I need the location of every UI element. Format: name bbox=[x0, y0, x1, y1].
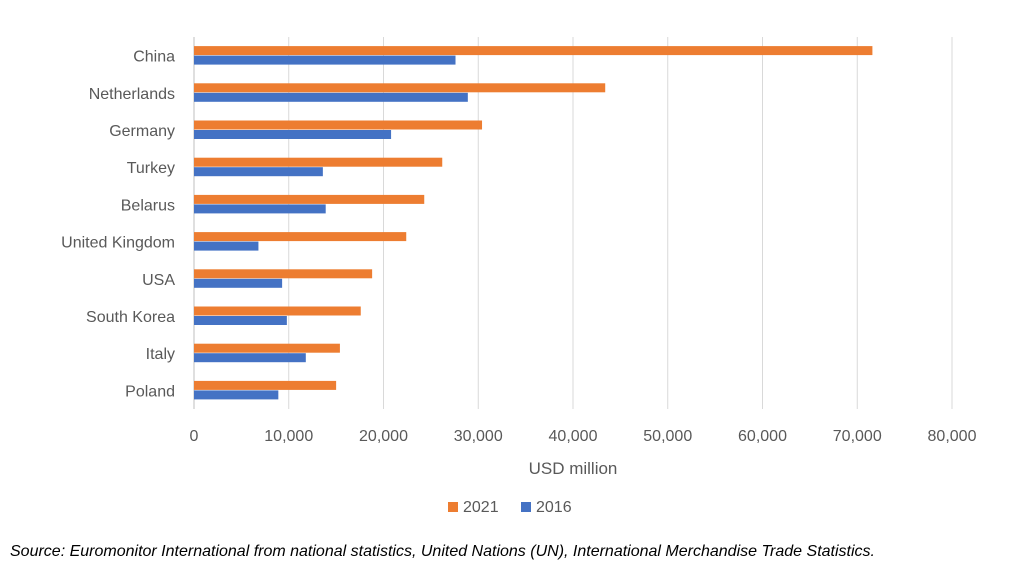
bar-2016-usa bbox=[194, 278, 283, 288]
x-tick-label: 0 bbox=[190, 428, 199, 445]
category-label: Turkey bbox=[127, 160, 175, 177]
bar-2016-germany bbox=[194, 130, 392, 139]
source-note: Source: Euromonitor International from n… bbox=[10, 543, 875, 560]
category-label: USA bbox=[142, 272, 175, 289]
category-label: Belarus bbox=[121, 197, 175, 214]
category-label: Poland bbox=[125, 383, 175, 400]
bar-2016-belarus bbox=[194, 204, 326, 214]
category-label: Netherlands bbox=[89, 86, 175, 103]
bar-2021-usa bbox=[194, 269, 373, 279]
legend: 2021 2016 bbox=[448, 499, 572, 516]
bar-2016-china bbox=[194, 55, 456, 65]
bar-2016-italy bbox=[194, 353, 306, 363]
bar-2021-italy bbox=[194, 343, 340, 353]
bar-2016-south-korea bbox=[194, 316, 287, 325]
category-label: China bbox=[133, 49, 175, 66]
x-tick-label: 40,000 bbox=[549, 428, 598, 445]
bar-2021-netherlands bbox=[194, 83, 606, 93]
category-label: United Kingdom bbox=[61, 235, 175, 252]
bar-2021-poland bbox=[194, 380, 337, 390]
bar-2021-belarus bbox=[194, 194, 425, 204]
bar-2016-poland bbox=[194, 390, 279, 400]
bars bbox=[194, 46, 873, 400]
x-axis-label: USD million bbox=[529, 459, 618, 478]
x-tick-label: 80,000 bbox=[928, 428, 977, 445]
bar-2021-south-korea bbox=[194, 306, 361, 316]
category-label: Germany bbox=[109, 123, 175, 140]
legend-label: 2021 bbox=[463, 499, 499, 516]
bar-2021-germany bbox=[194, 120, 483, 130]
x-tick-label: 30,000 bbox=[454, 428, 503, 445]
bar-2021-turkey bbox=[194, 157, 443, 167]
bar-2021-united-kingdom bbox=[194, 232, 407, 242]
bar-2016-united-kingdom bbox=[194, 241, 259, 251]
x-tick-label: 20,000 bbox=[359, 428, 408, 445]
bar-2021-china bbox=[194, 46, 873, 56]
legend-swatch bbox=[448, 502, 458, 512]
bar-2016-turkey bbox=[194, 167, 323, 177]
x-tick-labels: 0 10,000 20,000 30,000 40,000 50,000 60,000 70,… bbox=[190, 428, 977, 445]
legend-swatch bbox=[521, 502, 531, 512]
category-label: Italy bbox=[146, 346, 175, 363]
x-tick-label: 60,000 bbox=[738, 428, 787, 445]
category-label: South Korea bbox=[86, 309, 175, 326]
category-labels: China Netherlands Germany Turkey Belarus Unit… bbox=[61, 49, 175, 401]
x-tick-label: 50,000 bbox=[643, 428, 692, 445]
bar-2016-netherlands bbox=[194, 92, 468, 102]
x-tick-label: 70,000 bbox=[833, 428, 882, 445]
x-tick-label: 10,000 bbox=[264, 428, 313, 445]
legend-label: 2016 bbox=[536, 499, 572, 516]
